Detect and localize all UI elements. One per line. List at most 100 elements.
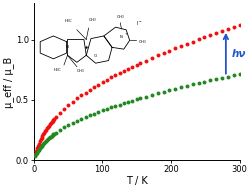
Point <box>83 91 87 94</box>
Point <box>178 86 182 89</box>
Point <box>113 105 117 108</box>
Point <box>44 128 48 131</box>
Point <box>41 142 45 145</box>
Point <box>35 147 39 150</box>
Point <box>40 134 44 137</box>
Point <box>92 86 96 89</box>
Point <box>184 42 188 45</box>
Point <box>66 104 70 107</box>
Point <box>54 131 58 134</box>
Point <box>38 138 42 141</box>
Point <box>38 146 42 149</box>
Point <box>47 124 51 127</box>
Point <box>172 47 176 50</box>
Point <box>225 75 229 78</box>
Point <box>88 88 92 91</box>
Point <box>52 117 56 120</box>
Point <box>48 122 52 125</box>
Point <box>75 97 79 100</box>
Point <box>50 134 54 137</box>
Point <box>161 52 165 55</box>
Point <box>237 24 241 27</box>
Point <box>196 38 200 41</box>
X-axis label: T / K: T / K <box>125 176 147 186</box>
Point <box>46 137 50 140</box>
Point <box>134 98 138 101</box>
Point <box>96 110 100 113</box>
Point <box>54 116 58 119</box>
Point <box>48 136 52 139</box>
Point <box>231 74 235 77</box>
Point <box>100 81 104 84</box>
Point <box>33 155 37 158</box>
Point <box>58 111 62 114</box>
Point <box>79 94 83 97</box>
Point <box>47 137 51 140</box>
Point <box>130 99 134 102</box>
Point <box>208 79 212 82</box>
Point <box>39 144 43 147</box>
Point <box>225 28 229 31</box>
Point <box>41 133 45 136</box>
Point <box>202 80 206 83</box>
Point <box>51 133 55 136</box>
Point <box>122 69 126 72</box>
Point <box>138 62 141 65</box>
Y-axis label: μ_eff / μ_B: μ_eff / μ_B <box>4 56 14 108</box>
Point <box>75 119 79 122</box>
Point <box>167 89 171 92</box>
Point <box>48 135 52 138</box>
Point <box>190 40 194 43</box>
Point <box>122 102 126 105</box>
Point <box>35 151 39 154</box>
Point <box>62 126 66 129</box>
Point <box>167 49 171 52</box>
Point <box>62 107 66 110</box>
Point <box>113 74 117 77</box>
Point <box>155 54 159 57</box>
Point <box>104 107 108 110</box>
Point <box>149 93 153 96</box>
Point <box>96 83 100 86</box>
Point <box>149 57 153 60</box>
Point <box>70 100 74 103</box>
Point <box>50 120 54 123</box>
Text: hν: hν <box>230 49 245 59</box>
Point <box>46 125 50 128</box>
Point <box>44 139 48 142</box>
Point <box>109 76 113 79</box>
Point <box>70 121 74 124</box>
Point <box>161 90 165 93</box>
Point <box>184 84 188 87</box>
Point <box>219 76 223 79</box>
Point <box>190 83 194 86</box>
Point <box>100 109 104 112</box>
Point <box>79 117 83 120</box>
Point <box>231 26 235 29</box>
Point <box>117 103 121 106</box>
Point <box>92 112 96 115</box>
Point <box>34 153 38 156</box>
Point <box>42 131 46 134</box>
Point <box>143 95 147 98</box>
Point <box>213 32 217 35</box>
Point <box>38 147 42 150</box>
Point <box>138 97 141 100</box>
Point <box>50 119 54 122</box>
Point <box>58 128 62 131</box>
Point <box>88 114 92 117</box>
Point <box>130 65 134 68</box>
Point <box>213 77 217 81</box>
Point <box>37 142 41 145</box>
Point <box>38 140 42 143</box>
Point <box>196 82 200 85</box>
Point <box>37 148 41 151</box>
Point <box>45 127 49 130</box>
Point <box>45 138 49 141</box>
Point <box>33 153 37 156</box>
Point <box>39 136 43 139</box>
Point <box>155 92 159 95</box>
Point <box>43 140 47 143</box>
Point <box>172 87 176 90</box>
Point <box>208 34 212 37</box>
